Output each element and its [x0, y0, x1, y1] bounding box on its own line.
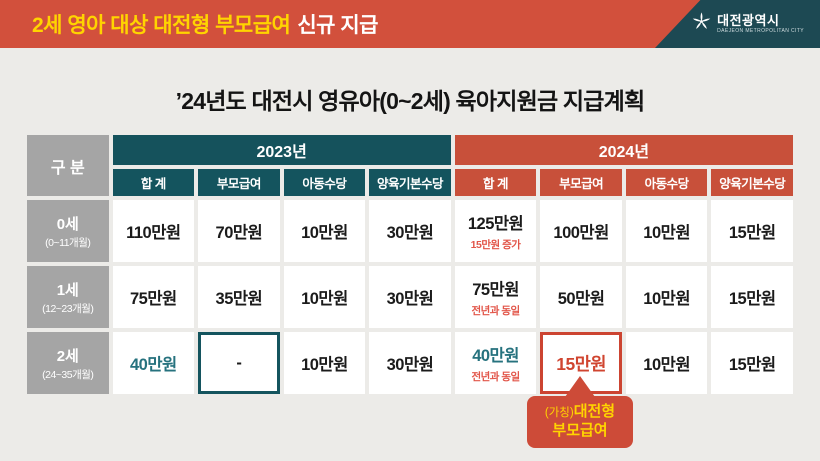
daejeon-emblem-icon — [691, 11, 712, 37]
cell-value: 15만원 — [728, 290, 776, 308]
callout-arrow-icon — [565, 376, 595, 397]
row-months: (12~23개월) — [42, 302, 94, 315]
city-logo: 대전광역시 DAEJEON METROPOLITAN CITY — [691, 0, 804, 48]
callout-prefix: (가칭) — [544, 407, 574, 419]
table-cell: 10만원 — [625, 200, 708, 262]
row-age: 2세 — [56, 347, 79, 365]
column-header-2024-child-allowance: 아동수당 — [625, 169, 708, 196]
table-cell: 100만원 — [540, 200, 622, 262]
column-header-2023-parent-benefit: 부모급여 — [198, 169, 280, 196]
cell-value: 75만원 — [472, 281, 519, 299]
value-note: 전년과 동일 — [471, 371, 520, 383]
cell-value: 100만원 — [553, 224, 609, 242]
table-cell: 75만원 — [112, 266, 195, 328]
row-months: (0~11개월) — [45, 236, 91, 249]
city-logo-text: 대전광역시 DAEJEON METROPOLITAN CITY — [717, 14, 804, 34]
column-header-2023-basic-care: 양육기본수당 — [369, 169, 451, 196]
table-cell: 10만원 — [625, 266, 708, 328]
table-cell: 15만원 — [711, 332, 793, 394]
corner-header: 구 분 — [27, 135, 109, 196]
year-header-2024: 2024년 — [454, 135, 793, 165]
value-note: 15만원 증가 — [470, 239, 521, 251]
cell-value: 125만원 — [467, 215, 524, 233]
table-cell: 125만원 15만원 증가 — [454, 200, 537, 262]
cell-value: 30만원 — [386, 290, 434, 308]
table-cell: 30만원 — [369, 266, 451, 328]
table-cell: 75만원 전년과 동일 — [454, 266, 537, 328]
column-header-2024-basic-care: 양육기본수당 — [711, 169, 793, 196]
cell-value: 75만원 — [129, 290, 177, 308]
year-header-2023: 2023년 — [112, 135, 451, 165]
city-subtitle: DAEJEON METROPOLITAN CITY — [717, 27, 804, 34]
city-name: 대전광역시 — [717, 13, 780, 29]
row-label-age0: 0세 (0~11개월) — [27, 200, 109, 262]
table-cell: 70만원 — [198, 200, 280, 262]
page-title: ’24년도 대전시 영유아(0~2세) 육아지원금 지급계획 — [175, 88, 646, 114]
table-cell: 110만원 — [112, 200, 195, 262]
cell-value: 15만원 — [728, 224, 776, 242]
table-cell: 15만원 — [711, 266, 793, 328]
banner-title-highlight: 2세 영아 대상 대전형 부모급여 — [32, 14, 291, 37]
table-cell: 30만원 — [369, 332, 451, 394]
table-cell: 10만원 — [625, 332, 708, 394]
cell-value: 10만원 — [301, 356, 348, 374]
table-cell: 40만원 전년과 동일 — [454, 332, 537, 394]
cell-value: 10만원 — [643, 356, 691, 374]
column-header-2024-parent-benefit: 부모급여 — [540, 169, 622, 196]
row-label-age1: 1세 (12~23개월) — [27, 266, 109, 328]
cell-value: - — [236, 353, 242, 372]
cell-value: 10만원 — [301, 224, 348, 242]
cell-value: 70만원 — [215, 224, 263, 242]
table-cell: 35만원 — [198, 266, 280, 328]
banner-bar — [0, 0, 820, 48]
table-cell: 10만원 — [283, 332, 366, 394]
banner-title: 2세 영아 대상 대전형 부모급여 신규 지급 — [32, 0, 378, 48]
callout-title: 대전형 — [573, 403, 616, 420]
column-header-2024-total: 합 계 — [454, 169, 537, 196]
cell-value: 30만원 — [386, 356, 434, 374]
callout-line2: 부모급여 — [552, 422, 608, 439]
cell-value: 35만원 — [215, 290, 263, 308]
table-cell-highlight-2023-parent: - — [198, 332, 280, 394]
cell-value: 30만원 — [386, 224, 434, 242]
cell-value: 110만원 — [126, 224, 181, 242]
cell-value: 50만원 — [557, 290, 605, 308]
column-header-2023-total: 합 계 — [112, 169, 195, 196]
table-cell: 10만원 — [283, 266, 366, 328]
column-header-2023-child-allowance: 아동수당 — [283, 169, 366, 196]
cell-value: 40만원 — [129, 356, 177, 374]
row-age: 0세 — [56, 215, 79, 233]
row-age: 1세 — [56, 281, 79, 299]
cell-value: 15만원 — [556, 353, 606, 374]
table-cell: 40만원 — [112, 332, 195, 394]
cell-value: 15만원 — [728, 356, 776, 374]
cell-value: 10만원 — [643, 224, 691, 242]
banner-title-rest: 신규 지급 — [297, 14, 378, 37]
table-cell: 50만원 — [540, 266, 622, 328]
cell-value: 10만원 — [643, 290, 691, 308]
table-cell: 30만원 — [369, 200, 451, 262]
support-table: 구 분 2023년 2024년 합 계 부모급여 아동수당 양육기본수당 합 계… — [27, 135, 793, 394]
row-label-age2: 2세 (24~35개월) — [27, 332, 109, 394]
callout-line1: (가칭)대전형 — [531, 402, 629, 422]
callout-bubble: (가칭)대전형 부모급여 — [527, 396, 633, 448]
value-note: 전년과 동일 — [471, 305, 520, 317]
row-months: (24~35개월) — [42, 368, 94, 381]
cell-value: 10만원 — [301, 290, 348, 308]
table-cell: 15만원 — [711, 200, 793, 262]
cell-value: 40만원 — [472, 347, 519, 365]
table-cell: 10만원 — [283, 200, 366, 262]
